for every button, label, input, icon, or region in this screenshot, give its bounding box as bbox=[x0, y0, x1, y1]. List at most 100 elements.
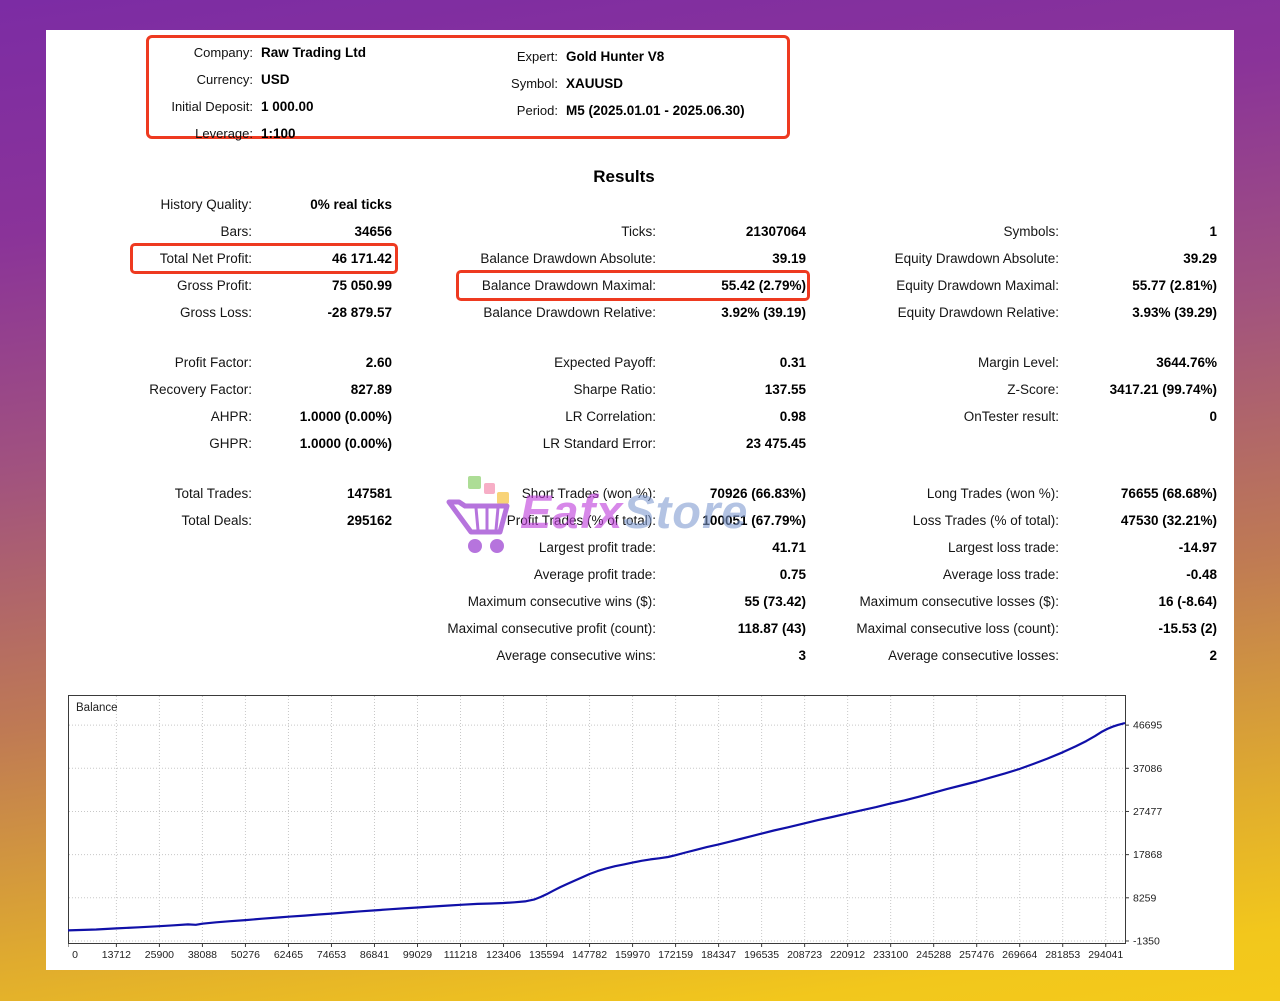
account-info-row: Leverage: 1:100 bbox=[153, 120, 366, 147]
stat-row: Recovery Factor: 827.89 bbox=[134, 376, 392, 403]
stat-row: Gross Profit: 75 050.99 bbox=[134, 272, 392, 299]
stat-row: Margin Level: 3644.76% bbox=[812, 349, 1217, 376]
stat-label: LR Correlation: bbox=[565, 409, 656, 424]
stat-value: 46 171.42 bbox=[331, 251, 392, 266]
x-tick-label: 281853 bbox=[1045, 949, 1080, 961]
stat-value: -28 879.57 bbox=[327, 305, 392, 320]
field-value: 1:100 bbox=[261, 126, 296, 141]
stat-value: 1.0000 (0.00%) bbox=[299, 409, 392, 424]
stat-row: Maximal consecutive loss (count): -15.53 … bbox=[812, 615, 1217, 642]
stat-row: Average consecutive losses: 2 bbox=[812, 642, 1217, 669]
stat-label: Average consecutive losses: bbox=[888, 648, 1059, 663]
stat-row: Balance Drawdown Absolute: 39.19 bbox=[406, 245, 806, 272]
stat-value: 1.0000 (0.00%) bbox=[299, 436, 392, 451]
stat-label: Short Trades (won %): bbox=[521, 486, 656, 501]
y-tick-label: 27477 bbox=[1133, 806, 1162, 818]
x-tick-label: 50276 bbox=[231, 949, 260, 961]
stat-label: Symbols: bbox=[1003, 224, 1059, 239]
stat-value: 3644.76% bbox=[1156, 355, 1217, 370]
stat-row: Total Net Profit: 46 171.42 bbox=[130, 243, 398, 274]
account-info-row: Symbol: XAUUSD bbox=[458, 70, 745, 97]
stat-value: 16 (-8.64) bbox=[1158, 594, 1217, 609]
stat-row: Average loss trade: -0.48 bbox=[812, 561, 1217, 588]
field-label: Initial Deposit: bbox=[171, 99, 253, 114]
stat-label: Gross Profit: bbox=[176, 278, 252, 293]
account-info-box: Company: Raw Trading Ltd Currency: USD Initi… bbox=[146, 35, 790, 141]
stat-value: 2 bbox=[1209, 648, 1217, 663]
y-tick-label: 17868 bbox=[1133, 849, 1162, 861]
stat-label: Average profit trade: bbox=[533, 567, 656, 582]
stat-row: Profit Factor: 2.60 bbox=[134, 349, 392, 376]
stat-value: 295162 bbox=[346, 513, 392, 528]
stat-row: Balance Drawdown Relative: 3.92% (39.19) bbox=[406, 299, 806, 326]
stat-value: 0.75 bbox=[779, 567, 806, 582]
x-tick-label: 99029 bbox=[403, 949, 432, 961]
x-tick-label: 74653 bbox=[317, 949, 346, 961]
stat-label: LR Standard Error: bbox=[542, 436, 656, 451]
x-tick-label: 245288 bbox=[916, 949, 951, 961]
stat-row: Equity Drawdown Absolute: 39.29 bbox=[812, 245, 1217, 272]
y-tick-label: 8259 bbox=[1133, 892, 1157, 904]
stat-label: Maximum consecutive losses ($): bbox=[859, 594, 1059, 609]
stat-row: LR Correlation: 0.98 bbox=[406, 403, 806, 430]
account-info-row: Initial Deposit: 1 000.00 bbox=[153, 93, 366, 120]
stat-row: History Quality: 0% real ticks bbox=[134, 191, 392, 218]
stat-label: OnTester result: bbox=[963, 409, 1059, 424]
stat-value: 137.55 bbox=[764, 382, 806, 397]
stat-label: Balance Drawdown Maximal: bbox=[481, 278, 656, 293]
spacer bbox=[406, 457, 806, 480]
spacer bbox=[406, 326, 806, 349]
stat-value: 118.87 (43) bbox=[737, 621, 806, 636]
field-label: Currency: bbox=[196, 72, 253, 87]
stat-label: Maximum consecutive wins ($): bbox=[467, 594, 656, 609]
results-title: Results bbox=[593, 167, 655, 186]
stat-value: -14.97 bbox=[1178, 540, 1217, 555]
stat-label: History Quality: bbox=[160, 197, 252, 212]
stat-label: Average loss trade: bbox=[942, 567, 1059, 582]
stat-label: Ticks: bbox=[621, 224, 656, 239]
spacer bbox=[134, 457, 392, 480]
stat-value: 34656 bbox=[354, 224, 392, 239]
stat-label: Total Deals: bbox=[181, 513, 252, 528]
account-info-row: Company: Raw Trading Ltd bbox=[153, 39, 366, 66]
field-value: Raw Trading Ltd bbox=[261, 45, 367, 60]
chart-title: Balance bbox=[76, 702, 118, 714]
stat-row: Balance Drawdown Maximal: 55.42 (2.79%) bbox=[406, 270, 810, 301]
field-label: Leverage: bbox=[195, 126, 253, 141]
stat-value: 39.29 bbox=[1183, 251, 1217, 266]
spacer bbox=[812, 457, 1217, 480]
y-tick-label: 46695 bbox=[1133, 720, 1162, 732]
stat-row: Largest profit trade: 41.71 bbox=[406, 534, 806, 561]
stats-column-right: Symbols: 1 Equity Drawdown Absolute: 39.29 E… bbox=[812, 191, 1217, 669]
stat-label: Sharpe Ratio: bbox=[573, 382, 656, 397]
stat-value: 100051 (67.79%) bbox=[702, 513, 806, 528]
account-info-row: Expert: Gold Hunter V8 bbox=[458, 43, 745, 70]
stat-row bbox=[406, 191, 806, 218]
x-tick-label: 196535 bbox=[744, 949, 779, 961]
stat-row: Maximal consecutive profit (count): 118.8… bbox=[406, 615, 806, 642]
balance-chart: 46695 37086 27477 17868 8259 -1350 0 13712 25900… bbox=[67, 695, 1188, 967]
x-tick-label: 62465 bbox=[274, 949, 303, 961]
x-tick-label: 294041 bbox=[1088, 949, 1123, 961]
stat-label: Total Trades: bbox=[174, 486, 252, 501]
stat-row bbox=[812, 430, 1217, 457]
stat-row: OnTester result: 0 bbox=[812, 403, 1217, 430]
stat-label: Long Trades (won %): bbox=[926, 486, 1059, 501]
x-tick-label: 86841 bbox=[360, 949, 389, 961]
stat-label: Balance Drawdown Relative: bbox=[483, 305, 656, 320]
stat-row: Average profit trade: 0.75 bbox=[406, 561, 806, 588]
x-tick-label: 123406 bbox=[486, 949, 521, 961]
stat-label: Bars: bbox=[220, 224, 252, 239]
x-tick-label: 13712 bbox=[102, 949, 131, 961]
spacer bbox=[134, 326, 392, 349]
stat-row: Maximum consecutive losses ($): 16 (-8.64… bbox=[812, 588, 1217, 615]
stat-label: Z-Score: bbox=[1007, 382, 1059, 397]
stat-label: Largest profit trade: bbox=[538, 540, 656, 555]
account-info-row: Currency: USD bbox=[153, 66, 366, 93]
x-tick-label: 233100 bbox=[873, 949, 908, 961]
stat-row: Long Trades (won %): 76655 (68.68%) bbox=[812, 480, 1217, 507]
stat-row: Loss Trades (% of total): 47530 (32.21%) bbox=[812, 507, 1217, 534]
stat-label: Maximal consecutive loss (count): bbox=[856, 621, 1059, 636]
stat-row: Bars: 34656 bbox=[134, 218, 392, 245]
stat-row: Average consecutive wins: 3 bbox=[406, 642, 806, 669]
